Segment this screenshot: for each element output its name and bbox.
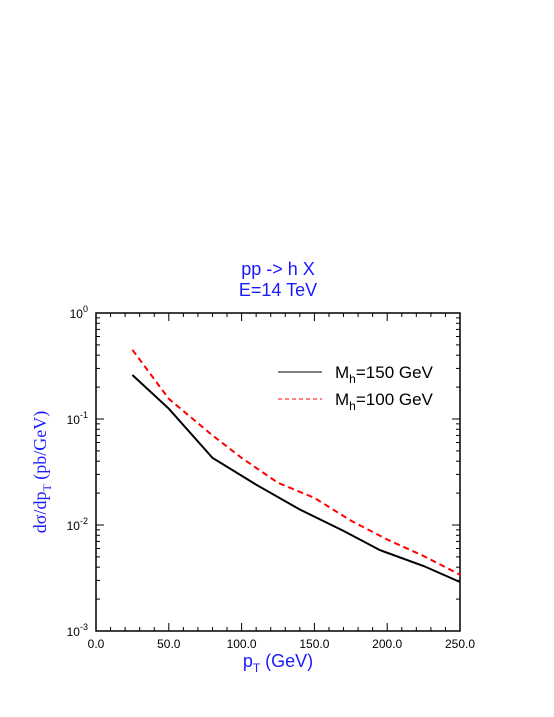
plot-frame: [95, 312, 461, 632]
series-layer: [131, 349, 461, 583]
chart-title: pp -> h X E=14 TeV: [239, 259, 317, 300]
x-axis-label-rest: (GeV): [260, 651, 313, 671]
x-tick-label: 0.0: [88, 637, 105, 651]
y-axis-ticks: 100 10-1 10-2 10-3: [67, 304, 460, 639]
x-axis-label: pT (GeV): [243, 651, 313, 675]
y-axis-label-post: (pb/GeV): [30, 411, 51, 484]
x-tick-label: 100.0: [227, 637, 257, 651]
legend-label-1: Mh=150 GeV: [335, 363, 434, 386]
y-tick-label: 10-3: [67, 622, 88, 639]
chart-title-line-2: E=14 TeV: [239, 280, 317, 300]
x-axis-label-main: p: [243, 651, 253, 671]
x-axis-label-sub: T: [253, 661, 261, 675]
series-line-2: [131, 349, 461, 576]
y-axis-label-sub: T: [40, 484, 54, 492]
x-tick-label: 250.0: [445, 637, 475, 651]
legend-label-2: Mh=100 GeV: [335, 390, 434, 413]
chart-title-line-1: pp -> h X: [241, 259, 315, 279]
y-tick-label: 100: [70, 304, 88, 321]
x-tick-label: 50.0: [157, 637, 181, 651]
y-tick-label: 10-1: [67, 410, 88, 427]
legend: Mh=150 GeV Mh=100 GeV: [278, 363, 434, 413]
y-axis-label: dσ/dpT (pb/GeV): [30, 411, 54, 534]
y-axis-label-pre: dσ/dp: [30, 492, 50, 534]
x-axis-ticks: 0.0 50.0 100.0 150.0 200.0 250.0: [88, 313, 475, 651]
y-tick-label: 10-2: [67, 516, 88, 533]
series-line-1: [131, 374, 461, 583]
x-tick-label: 150.0: [299, 637, 329, 651]
x-tick-label: 200.0: [372, 637, 402, 651]
